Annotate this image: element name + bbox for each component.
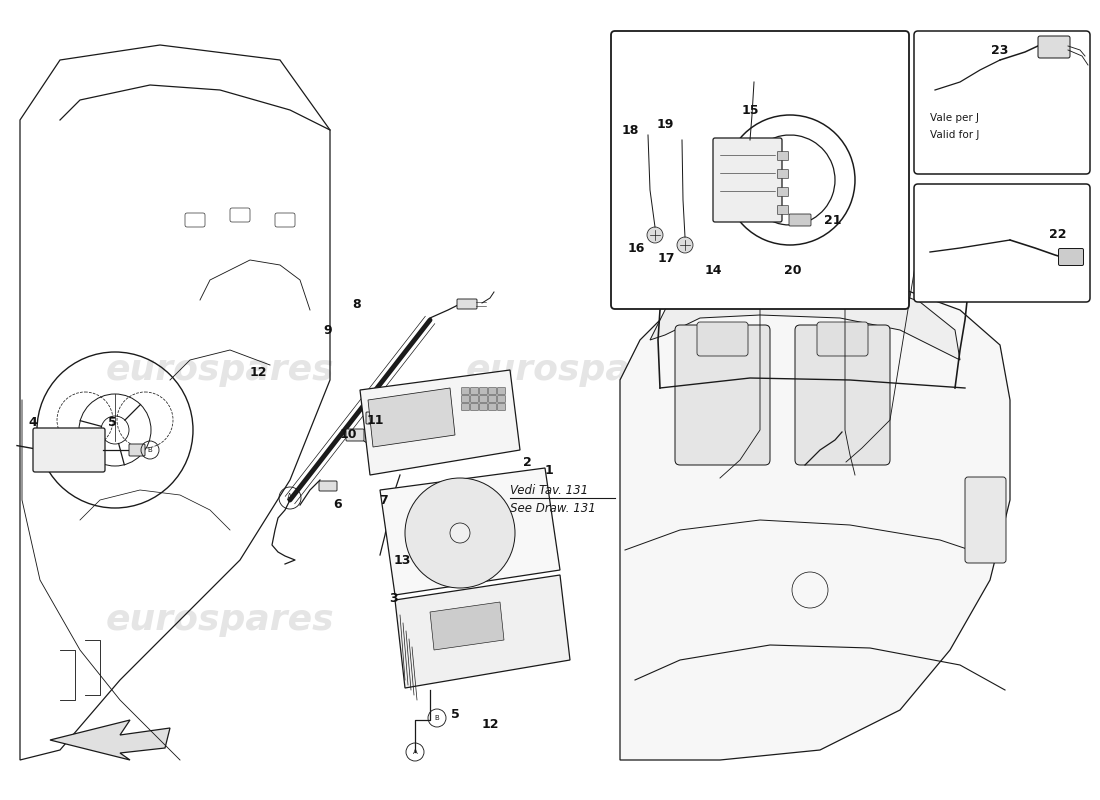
FancyBboxPatch shape <box>778 151 789 161</box>
FancyBboxPatch shape <box>1038 36 1070 58</box>
Polygon shape <box>650 275 960 360</box>
FancyBboxPatch shape <box>778 187 789 197</box>
Text: 9: 9 <box>323 323 332 337</box>
FancyBboxPatch shape <box>480 387 487 394</box>
Text: 5: 5 <box>451 709 460 722</box>
Text: B: B <box>147 447 153 453</box>
Text: Vale per J: Vale per J <box>930 113 979 123</box>
Text: 15: 15 <box>741 103 759 117</box>
Text: 22: 22 <box>1049 229 1067 242</box>
Text: 21: 21 <box>824 214 842 226</box>
FancyBboxPatch shape <box>471 387 478 394</box>
Text: A: A <box>287 494 293 502</box>
Polygon shape <box>430 602 504 650</box>
Text: eurospares: eurospares <box>656 603 884 637</box>
FancyBboxPatch shape <box>778 170 789 178</box>
FancyBboxPatch shape <box>488 387 496 394</box>
Text: 7: 7 <box>379 494 388 506</box>
Polygon shape <box>379 468 560 595</box>
FancyBboxPatch shape <box>471 403 478 410</box>
FancyBboxPatch shape <box>488 403 496 410</box>
FancyBboxPatch shape <box>497 403 506 410</box>
Text: 11: 11 <box>366 414 384 426</box>
FancyBboxPatch shape <box>346 429 364 441</box>
FancyBboxPatch shape <box>488 395 496 402</box>
FancyBboxPatch shape <box>497 395 506 402</box>
Text: 10: 10 <box>339 429 356 442</box>
Text: 3: 3 <box>388 591 397 605</box>
Circle shape <box>647 227 663 243</box>
Text: 23: 23 <box>991 43 1009 57</box>
Text: 19: 19 <box>657 118 673 131</box>
Text: eurospares: eurospares <box>465 353 694 387</box>
FancyBboxPatch shape <box>471 395 478 402</box>
FancyBboxPatch shape <box>456 299 477 309</box>
FancyBboxPatch shape <box>462 395 470 402</box>
Text: 17: 17 <box>658 251 674 265</box>
FancyBboxPatch shape <box>33 428 104 472</box>
FancyBboxPatch shape <box>480 395 487 402</box>
FancyBboxPatch shape <box>129 444 145 456</box>
Text: 4: 4 <box>29 415 37 429</box>
FancyBboxPatch shape <box>319 481 337 491</box>
FancyBboxPatch shape <box>675 325 770 465</box>
Text: 14: 14 <box>704 263 722 277</box>
FancyBboxPatch shape <box>497 387 506 394</box>
Text: 6: 6 <box>333 498 342 511</box>
FancyBboxPatch shape <box>1058 249 1084 266</box>
Text: Valid for J: Valid for J <box>930 130 979 140</box>
Text: A: A <box>412 749 417 755</box>
Text: eurospares: eurospares <box>106 603 334 637</box>
FancyBboxPatch shape <box>795 325 890 465</box>
FancyBboxPatch shape <box>462 387 470 394</box>
FancyBboxPatch shape <box>914 184 1090 302</box>
Polygon shape <box>360 370 520 475</box>
Text: 20: 20 <box>784 263 802 277</box>
Text: 5: 5 <box>108 415 117 429</box>
FancyBboxPatch shape <box>610 31 909 309</box>
Polygon shape <box>395 575 570 688</box>
Text: 12: 12 <box>250 366 266 378</box>
Circle shape <box>405 478 515 588</box>
FancyBboxPatch shape <box>789 214 811 226</box>
FancyBboxPatch shape <box>697 322 748 356</box>
Polygon shape <box>50 720 170 760</box>
Text: B: B <box>434 715 439 721</box>
Text: 8: 8 <box>353 298 361 311</box>
FancyBboxPatch shape <box>366 412 384 424</box>
Circle shape <box>676 237 693 253</box>
Text: 2: 2 <box>522 455 531 469</box>
Polygon shape <box>620 278 1010 760</box>
Text: Vedi Tav. 131: Vedi Tav. 131 <box>510 483 588 497</box>
FancyBboxPatch shape <box>480 403 487 410</box>
Text: eurospares: eurospares <box>106 353 334 387</box>
Text: 16: 16 <box>627 242 645 254</box>
FancyBboxPatch shape <box>778 206 789 214</box>
Text: 12: 12 <box>482 718 498 731</box>
FancyBboxPatch shape <box>817 322 868 356</box>
Text: 13: 13 <box>394 554 410 566</box>
FancyBboxPatch shape <box>965 477 1007 563</box>
Polygon shape <box>368 388 455 447</box>
FancyBboxPatch shape <box>713 138 782 222</box>
FancyBboxPatch shape <box>462 403 470 410</box>
Text: See Draw. 131: See Draw. 131 <box>510 502 596 514</box>
Text: 1: 1 <box>544 463 553 477</box>
Text: 18: 18 <box>621 123 639 137</box>
FancyBboxPatch shape <box>914 31 1090 174</box>
Circle shape <box>450 523 470 543</box>
